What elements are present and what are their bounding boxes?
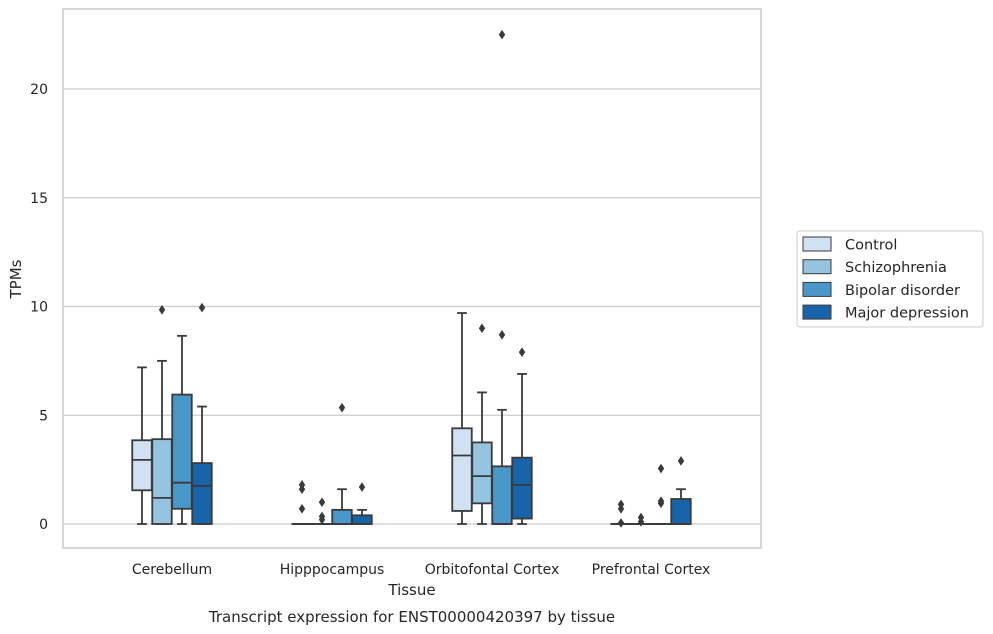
outlier-point [298, 503, 306, 514]
legend-label: Bipolar disorder [845, 283, 960, 299]
outlier-point [318, 497, 326, 508]
box [151, 438, 173, 525]
legend-frame [796, 230, 984, 328]
outlier-point [498, 329, 506, 340]
legend-swatch [802, 304, 832, 320]
y-tick-label: 20 [30, 82, 48, 98]
chart-title: Transcript expression for ENST0000042039… [208, 608, 615, 626]
outlier-point [498, 29, 506, 40]
legend-swatch [802, 236, 832, 252]
outlier-point [657, 463, 665, 474]
legend-swatch [802, 259, 832, 275]
box [351, 514, 373, 525]
outlier-point [198, 302, 206, 313]
legend-swatch [802, 281, 832, 297]
box [171, 393, 193, 510]
box [670, 498, 692, 525]
plot-area-frame [62, 8, 762, 549]
outlier-point [298, 480, 306, 490]
outlier-point [617, 518, 625, 528]
y-tick-label: 15 [30, 191, 48, 207]
legend-label: Major depression [845, 306, 969, 322]
box [471, 441, 493, 505]
box [491, 465, 513, 525]
x-axis-label: Tissue [387, 581, 435, 599]
y-tick-label: 10 [30, 300, 48, 316]
box [511, 456, 533, 520]
legend-label: Control [845, 238, 897, 254]
x-tick-label: Hipppocampus [280, 562, 385, 578]
outlier-point [358, 482, 366, 492]
outlier-point [617, 499, 625, 510]
y-axis-ticks: 0 5 10 15 20 [30, 82, 48, 533]
x-tick-label: Orbitofontal Cortex [425, 562, 560, 578]
y-tick-label: 0 [39, 517, 48, 533]
x-axis-ticks: Cerebellum Hipppocampus Orbitofontal Corte… [132, 562, 710, 578]
outlier-point [518, 347, 526, 357]
legend-label: Schizophrenia [845, 260, 947, 276]
y-tick-label: 5 [39, 408, 48, 424]
box [451, 427, 473, 512]
box-plots [131, 29, 692, 528]
outlier-point [338, 402, 346, 413]
box [191, 462, 213, 525]
x-tick-label: Prefrontal Cortex [592, 562, 711, 578]
box [331, 508, 353, 525]
outlier-point [637, 512, 645, 523]
box [131, 439, 153, 492]
outlier-point [677, 456, 685, 466]
outlier-point [158, 304, 166, 315]
legend: Control Schizophrenia Bipolar disorder Majo… [796, 230, 984, 328]
outlier-point [318, 511, 326, 522]
y-axis-label: TPMs [7, 259, 25, 299]
outlier-point [478, 323, 486, 334]
outlier-point [657, 496, 665, 506]
x-tick-label: Cerebellum [132, 562, 212, 578]
